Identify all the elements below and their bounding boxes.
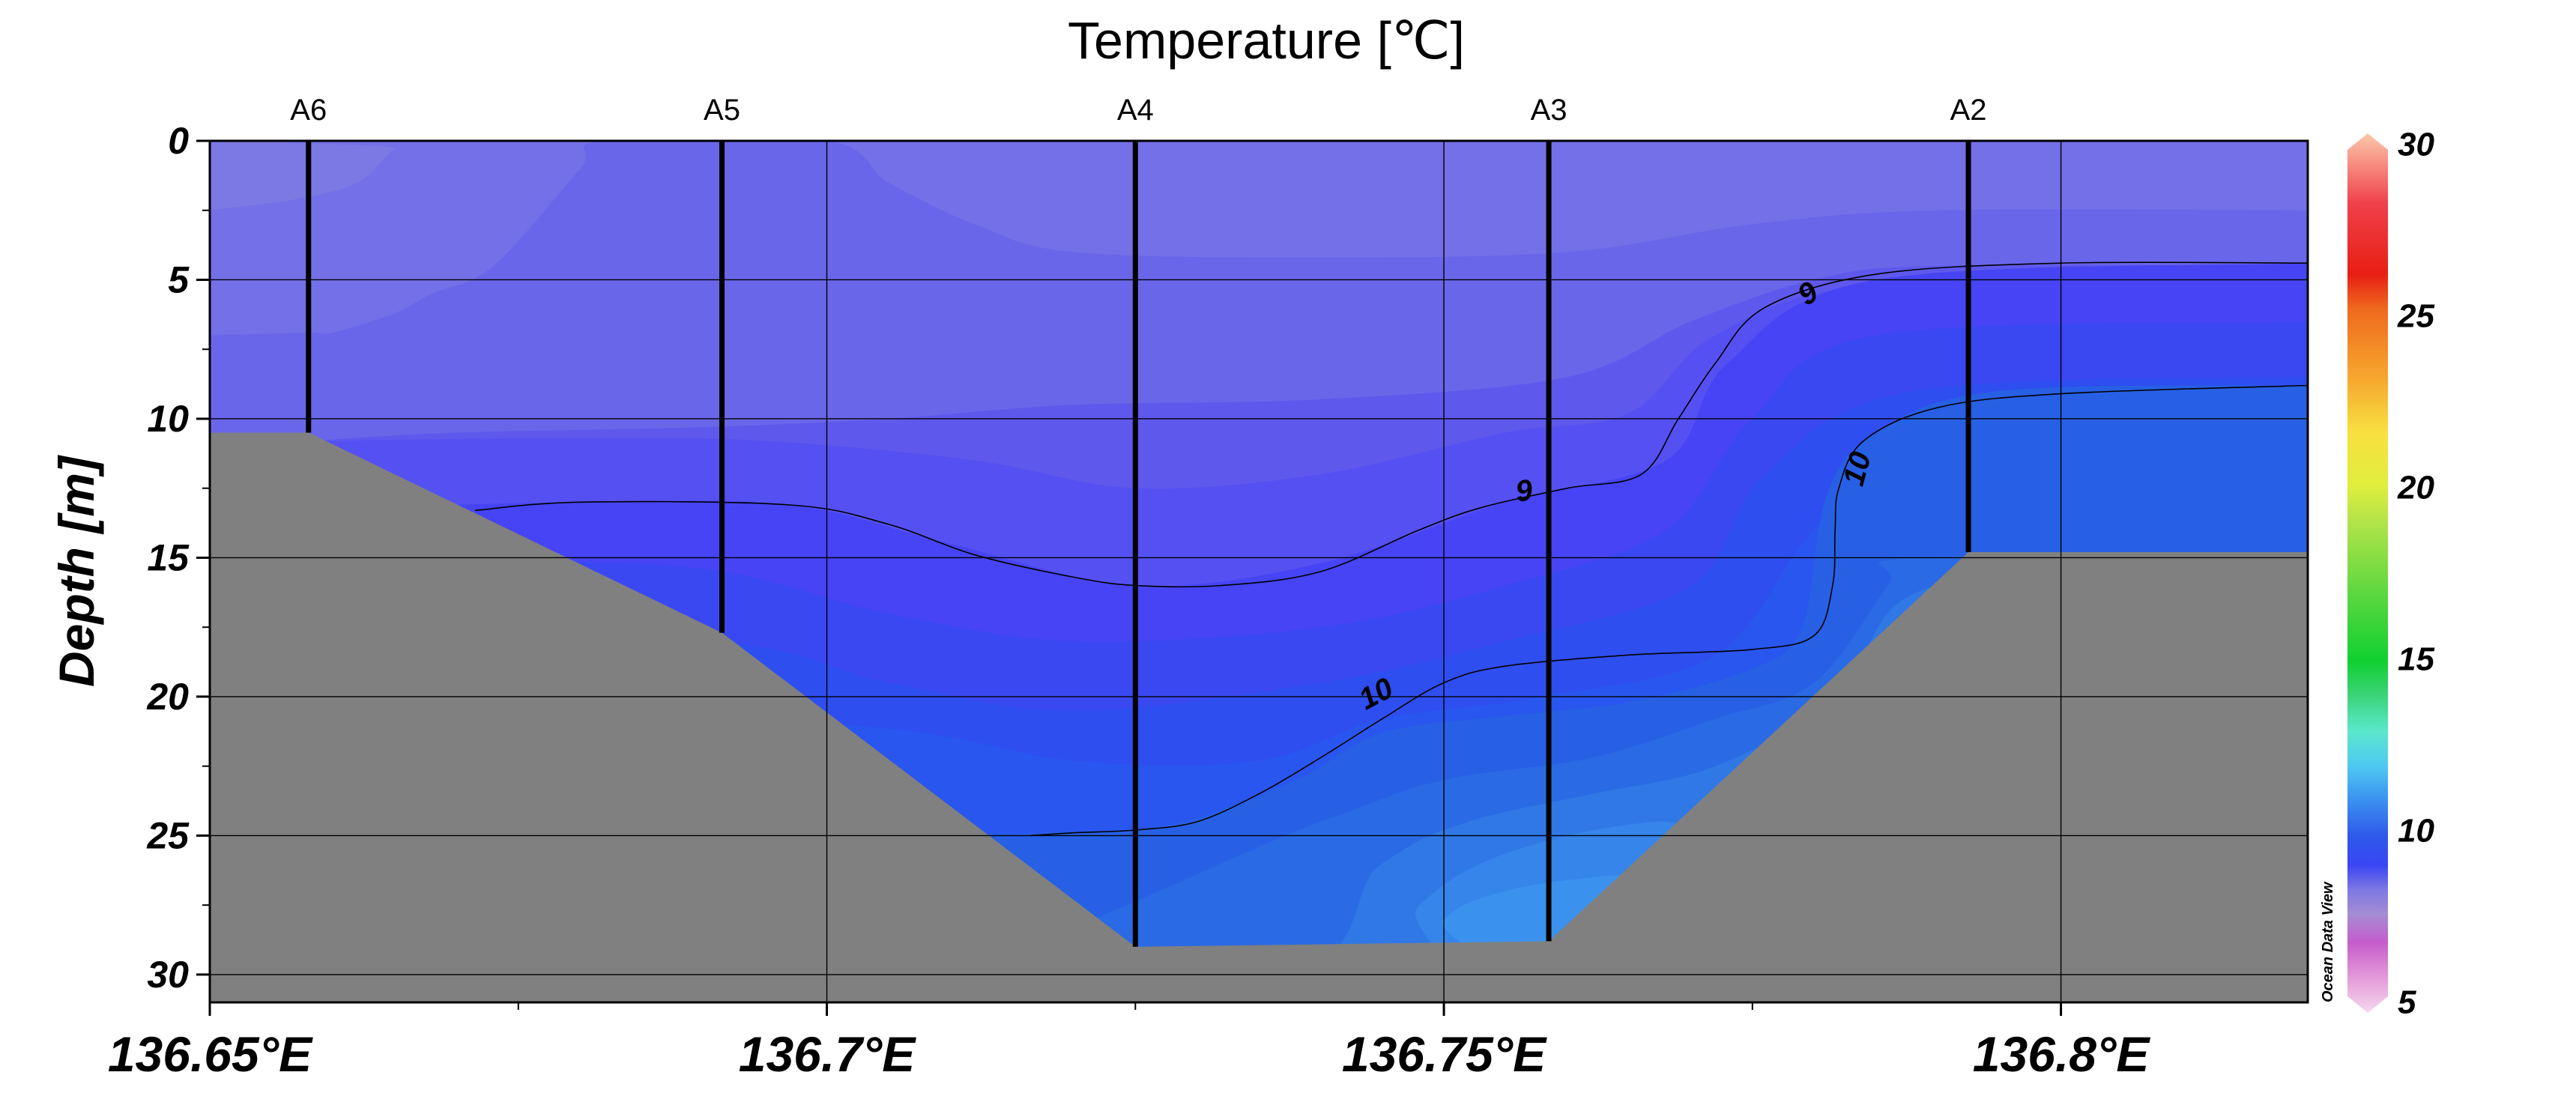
x-tick-label-3: 136.8°E (1973, 1026, 2151, 1082)
ocean-data-view-credit: Ocean Data View (2320, 881, 2336, 1002)
y-axis-ticks: 0 5 10 15 20 25 30 (146, 120, 210, 996)
x-tick-label-2: 136.75°E (1342, 1026, 1547, 1082)
station-label-A6: A6 (290, 94, 327, 127)
station-casts (306, 141, 1971, 947)
bathymetry-mask (210, 432, 2308, 1002)
y-tick-label-5: 5 (168, 258, 190, 300)
y-tick-label-25: 25 (146, 814, 190, 856)
station-label-A3: A3 (1531, 94, 1567, 127)
x-tick-label-0: 136.65°E (108, 1026, 313, 1082)
y-tick-label-10: 10 (147, 398, 189, 440)
y-axis-label: Depth [m] (49, 455, 104, 687)
colorbar-ticks: 5 10 15 20 25 30 (2397, 127, 2434, 1021)
station-label-A4: A4 (1117, 94, 1154, 127)
chart-title: Temperature [℃] (1068, 11, 1465, 70)
station-labels: A6 A5 A4 A3 A2 (290, 94, 1986, 127)
colorbar-tick-5: 5 (2398, 984, 2416, 1021)
x-tick-label-1: 136.7°E (739, 1026, 917, 1082)
colorbar-tick-20: 20 (2397, 470, 2434, 506)
isotherm-10-line (1030, 384, 2308, 837)
colorbar-tick-25: 25 (2397, 298, 2434, 335)
y-tick-label-15: 15 (147, 536, 190, 578)
station-label-A5: A5 (704, 94, 740, 127)
colorbar: 5 10 15 20 25 30 (2347, 127, 2434, 1021)
station-label-A2: A2 (1950, 94, 1987, 127)
colorbar-tick-30: 30 (2398, 127, 2434, 163)
colorbar-tick-15: 15 (2398, 641, 2434, 678)
x-axis-ticks: 136.65°E 136.7°E 136.75°E 136.8°E (108, 1002, 2151, 1082)
plot-area (210, 141, 2308, 1002)
colorbar-tick-10: 10 (2398, 813, 2434, 850)
y-tick-label-30: 30 (147, 954, 189, 996)
y-tick-label-0: 0 (168, 120, 189, 162)
colorbar-bar (2347, 133, 2388, 1013)
grid-lines (210, 141, 2308, 1002)
y-tick-label-20: 20 (146, 676, 189, 718)
plot-frame (208, 139, 2309, 1004)
